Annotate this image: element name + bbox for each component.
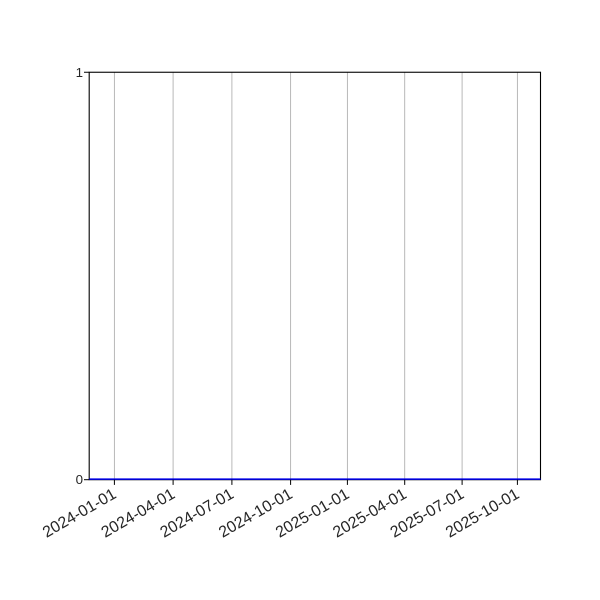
svg-text:1: 1 [76,65,83,80]
svg-text:0: 0 [76,472,83,487]
